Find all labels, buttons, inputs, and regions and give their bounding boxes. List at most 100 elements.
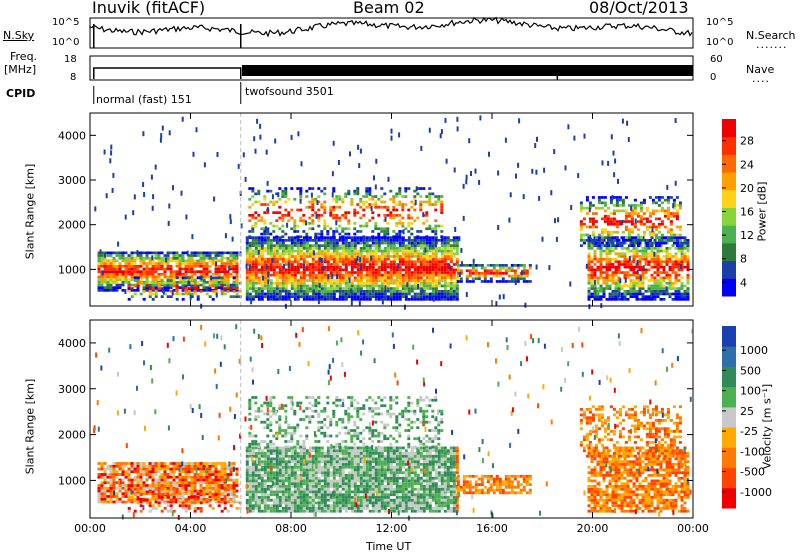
power-echo-cell — [446, 247, 450, 250]
velocity-echo-cell — [109, 473, 113, 476]
velocity-echo-cell — [142, 473, 146, 476]
velocity-echo-cell — [187, 475, 191, 479]
power-echo-cell — [626, 247, 630, 250]
power-echo-cell — [674, 265, 678, 269]
power-echo-cell — [650, 241, 654, 245]
velocity-echo-cell — [205, 467, 209, 471]
power-echo-cell — [651, 198, 655, 202]
velocity-echo-cell — [257, 476, 261, 480]
power-echo-cell — [587, 281, 591, 285]
power-echo-cell — [668, 281, 672, 285]
velocity-echo-cell — [97, 473, 101, 476]
power-echo-cell — [356, 273, 360, 277]
power-colorbar-segment — [722, 119, 736, 138]
power-echo-cell — [332, 241, 336, 245]
velocity-echo-cell — [100, 484, 104, 487]
power-echo-cell — [686, 279, 690, 282]
power-echo-cell — [320, 232, 324, 236]
power-scatter-cell — [259, 123, 262, 129]
power-echo-cell — [284, 232, 288, 236]
power-echo-cell — [392, 235, 396, 239]
velocity-echo-cell — [251, 463, 255, 466]
velocity-echo-cell — [266, 493, 270, 497]
power-echo-cell — [455, 292, 459, 296]
velocity-echo-cell — [103, 481, 107, 485]
velocity-echo-cell — [136, 481, 140, 485]
power-echo-cell — [416, 230, 420, 233]
power-echo-cell — [344, 255, 348, 258]
power-echo-cell — [181, 256, 185, 260]
power-echo-cell — [332, 239, 336, 242]
power-echo-cell — [401, 244, 405, 247]
power-echo-cell — [251, 281, 255, 285]
power-echo-cell — [124, 262, 128, 265]
power-echo-cell — [296, 235, 300, 239]
power-echo-cell — [320, 205, 324, 209]
power-echo-cell — [480, 280, 484, 283]
power-echo-cell — [305, 239, 309, 242]
power-echo-cell — [323, 239, 327, 242]
power-echo-cell — [593, 263, 597, 266]
power-echo-cell — [266, 189, 270, 193]
power-echo-cell — [410, 200, 414, 204]
power-echo-cell — [332, 287, 336, 290]
velocity-echo-cell — [106, 486, 110, 490]
power-echo-cell — [398, 230, 402, 233]
velocity-echo-cell — [269, 479, 273, 483]
velocity-echo-cell — [248, 465, 252, 469]
power-echo-cell — [299, 255, 303, 258]
power-echo-cell — [263, 195, 267, 198]
power-echo-cell — [434, 268, 438, 272]
power-echo-cell — [419, 244, 423, 247]
power-echo-cell — [160, 279, 164, 282]
velocity-echo-cell — [136, 495, 140, 498]
power-echo-cell — [585, 225, 589, 229]
power-echo-cell — [317, 295, 321, 298]
power-echo-cell — [621, 220, 625, 223]
velocity-echo-cell — [260, 498, 264, 502]
power-scatter-cell — [312, 289, 315, 295]
velocity-echo-cell — [226, 500, 230, 504]
power-scatter-cell — [479, 115, 482, 121]
velocity-echo-cell — [251, 474, 255, 477]
velocity-echo-cell — [118, 464, 122, 468]
power-echo-cell — [287, 197, 291, 201]
power-echo-cell — [308, 263, 312, 266]
power-echo-cell — [329, 284, 333, 288]
power-echo-cell — [599, 244, 603, 247]
power-echo-cell — [675, 239, 679, 242]
power-echo-cell — [329, 252, 333, 256]
power-echo-cell — [618, 220, 622, 223]
power-echo-cell — [281, 281, 285, 285]
power-echo-cell — [380, 284, 384, 288]
power-echo-cell — [359, 279, 363, 282]
power-echo-cell — [392, 252, 396, 256]
power-echo-cell — [609, 222, 613, 226]
power-scatter-cell — [390, 128, 393, 134]
power-echo-cell — [455, 239, 459, 242]
power-echo-cell — [377, 241, 381, 245]
power-echo-cell — [422, 239, 426, 242]
velocity-echo-cell — [106, 475, 110, 479]
power-echo-cell — [468, 264, 472, 267]
velocity-echo-cell — [220, 484, 224, 487]
power-echo-cell — [359, 271, 363, 274]
power-echo-cell — [590, 260, 594, 264]
power-echo-cell — [677, 249, 681, 253]
power-echo-cell — [452, 239, 456, 242]
velocity-echo-cell — [275, 501, 279, 505]
power-echo-cell — [187, 289, 191, 293]
power-echo-cell — [317, 200, 321, 204]
power-echo-cell — [341, 268, 345, 272]
power-scatter-cell — [666, 184, 669, 190]
power-echo-cell — [446, 257, 450, 261]
power-echo-cell — [320, 271, 324, 274]
velocity-echo-cell — [290, 465, 294, 469]
power-echo-cell — [320, 244, 324, 247]
power-echo-cell — [214, 256, 218, 260]
power-echo-cell — [404, 289, 408, 293]
power-scatter-cell — [276, 239, 279, 245]
power-echo-cell — [305, 268, 309, 272]
power-echo-cell — [368, 203, 372, 206]
velocity-echo-cell — [266, 498, 270, 502]
